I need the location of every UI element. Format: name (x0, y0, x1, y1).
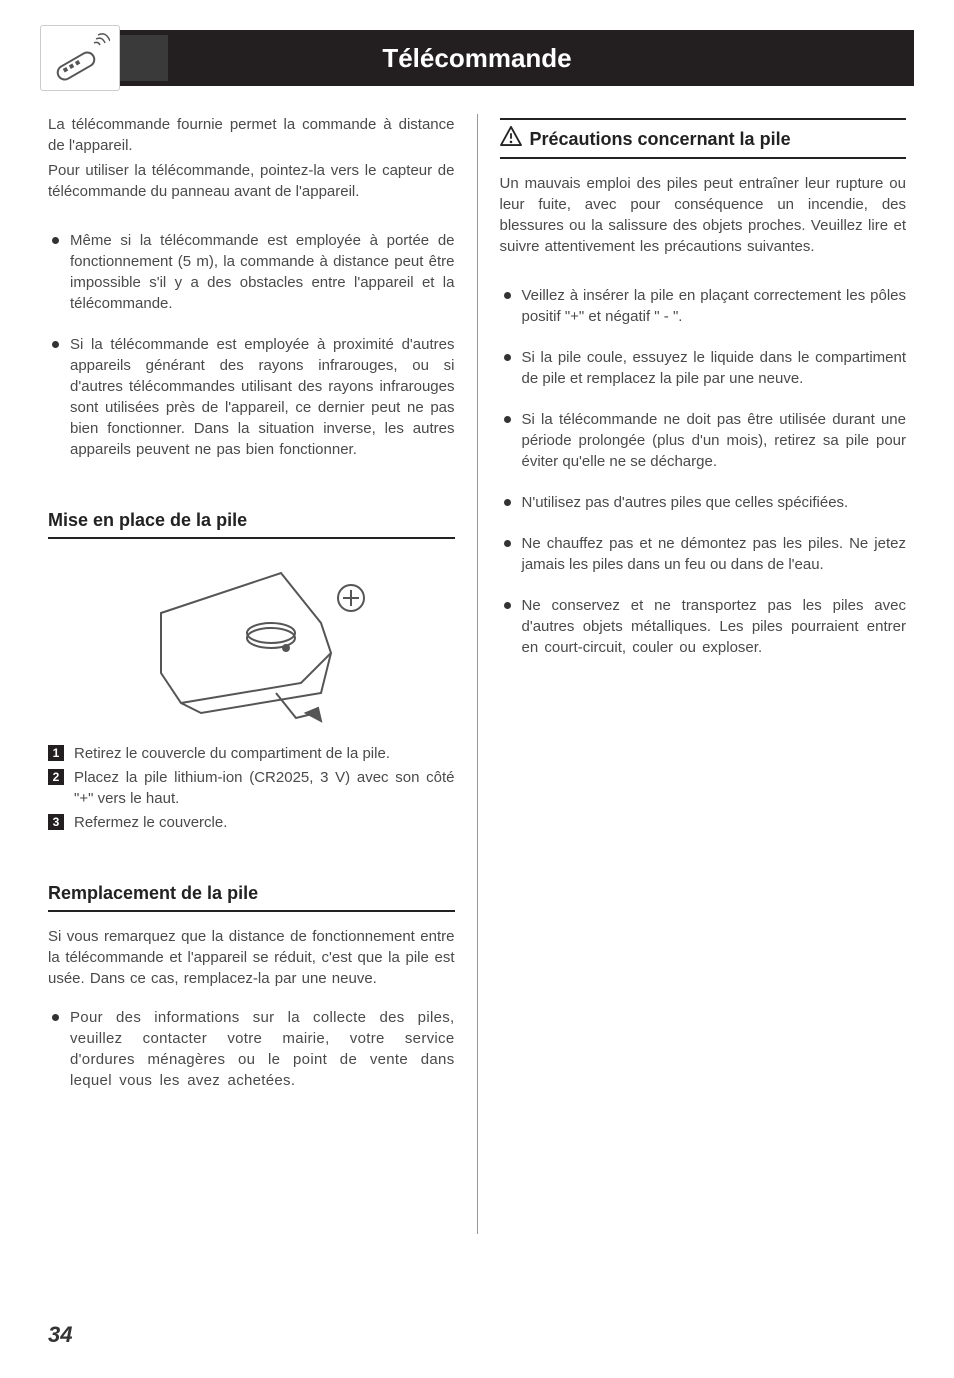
step-text: Retirez le couvercle du compartiment de … (74, 745, 390, 762)
precautions-intro: Un mauvais emploi des piles peut entraîn… (500, 173, 907, 257)
content-area: La télécommande fournie permet la comman… (48, 114, 906, 1234)
step-text: Refermez le couvercle. (74, 814, 227, 831)
battery-install-figure (48, 553, 455, 723)
step-number-badge: 3 (48, 814, 64, 830)
page-number: 34 (48, 1322, 72, 1348)
step-item: 3 Refermez le couvercle. (48, 812, 455, 833)
replace-para: Si vous remarquez que la distance de fon… (48, 926, 455, 989)
right-column: Précautions concernant la pile Un mauvai… (478, 114, 907, 1234)
page-title: Télécommande (382, 43, 571, 74)
header-tab (120, 35, 168, 81)
intro-para-2: Pour utiliser la télécommande, pointez-l… (48, 160, 455, 202)
list-item: Si la télécommande est employée à proxim… (48, 334, 455, 460)
section-heading-text: Remplacement de la pile (48, 881, 258, 906)
header-bar: Télécommande (40, 30, 914, 86)
install-steps: 1 Retirez le couvercle du compartiment de… (48, 743, 455, 833)
list-item: Pour des informations sur la collecte de… (48, 1007, 455, 1091)
step-item: 2 Placez la pile lithium-ion (CR2025, 3 V… (48, 767, 455, 809)
list-item: N'utilisez pas d'autres piles que celles… (500, 492, 907, 513)
list-item: Ne chauffez pas et ne démontez pas les p… (500, 533, 907, 575)
warning-icon (500, 126, 522, 153)
intro-bullets: Même si la télécommande est employée à p… (48, 230, 455, 460)
precautions-bullets: Veillez à insérer la pile en plaçant cor… (500, 285, 907, 658)
intro-para-1: La télécommande fournie permet la comman… (48, 114, 455, 156)
section-install-battery: Mise en place de la pile (48, 508, 455, 539)
list-item: Veillez à insérer la pile en plaçant cor… (500, 285, 907, 327)
section-replace-battery: Remplacement de la pile (48, 881, 455, 912)
left-column: La télécommande fournie permet la comman… (48, 114, 477, 1234)
step-item: 1 Retirez le couvercle du compartiment de… (48, 743, 455, 764)
section-precautions: Précautions concernant la pile (500, 118, 907, 159)
remote-icon (40, 25, 120, 91)
step-text: Placez la pile lithium-ion (CR2025, 3 V)… (74, 769, 455, 807)
list-item: Même si la télécommande est employée à p… (48, 230, 455, 314)
replace-bullets: Pour des informations sur la collecte de… (48, 1007, 455, 1091)
list-item: Ne conservez et ne transportez pas les p… (500, 595, 907, 658)
list-item: Si la télécommande ne doit pas être util… (500, 409, 907, 472)
section-heading-text: Mise en place de la pile (48, 508, 247, 533)
section-heading-text: Précautions concernant la pile (530, 127, 791, 152)
step-number-badge: 2 (48, 769, 64, 785)
list-item: Si la pile coule, essuyez le liquide dan… (500, 347, 907, 389)
step-number-badge: 1 (48, 745, 64, 761)
